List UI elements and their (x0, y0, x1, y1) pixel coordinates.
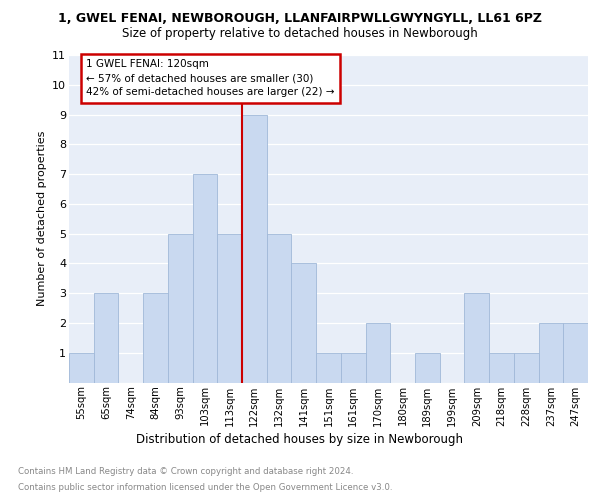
Bar (316, 352, 341, 382)
Text: Size of property relative to detached houses in Newborough: Size of property relative to detached ho… (122, 28, 478, 40)
Text: Distribution of detached houses by size in Newborough: Distribution of detached houses by size … (137, 432, 464, 446)
Bar (94, 293, 118, 382)
Text: Contains HM Land Registry data © Crown copyright and database right 2024.: Contains HM Land Registry data © Crown c… (18, 468, 353, 476)
Bar (365, 323, 390, 382)
Bar (464, 293, 489, 382)
Text: 1 GWEL FENAI: 120sqm
← 57% of detached houses are smaller (30)
42% of semi-detac: 1 GWEL FENAI: 120sqm ← 57% of detached h… (86, 60, 334, 98)
Bar (539, 323, 563, 382)
Text: Contains public sector information licensed under the Open Government Licence v3: Contains public sector information licen… (18, 482, 392, 492)
Bar (341, 352, 365, 382)
Bar (563, 323, 588, 382)
Y-axis label: Number of detached properties: Number of detached properties (37, 131, 47, 306)
Bar (168, 234, 193, 382)
Bar (415, 352, 440, 382)
Bar (489, 352, 514, 382)
Bar (193, 174, 217, 382)
Bar (217, 234, 242, 382)
Bar (242, 114, 267, 382)
Bar (514, 352, 539, 382)
Bar (267, 234, 292, 382)
Bar (143, 293, 168, 382)
Bar (292, 264, 316, 382)
Bar (69, 352, 94, 382)
Text: 1, GWEL FENAI, NEWBOROUGH, LLANFAIRPWLLGWYNGYLL, LL61 6PZ: 1, GWEL FENAI, NEWBOROUGH, LLANFAIRPWLLG… (58, 12, 542, 26)
